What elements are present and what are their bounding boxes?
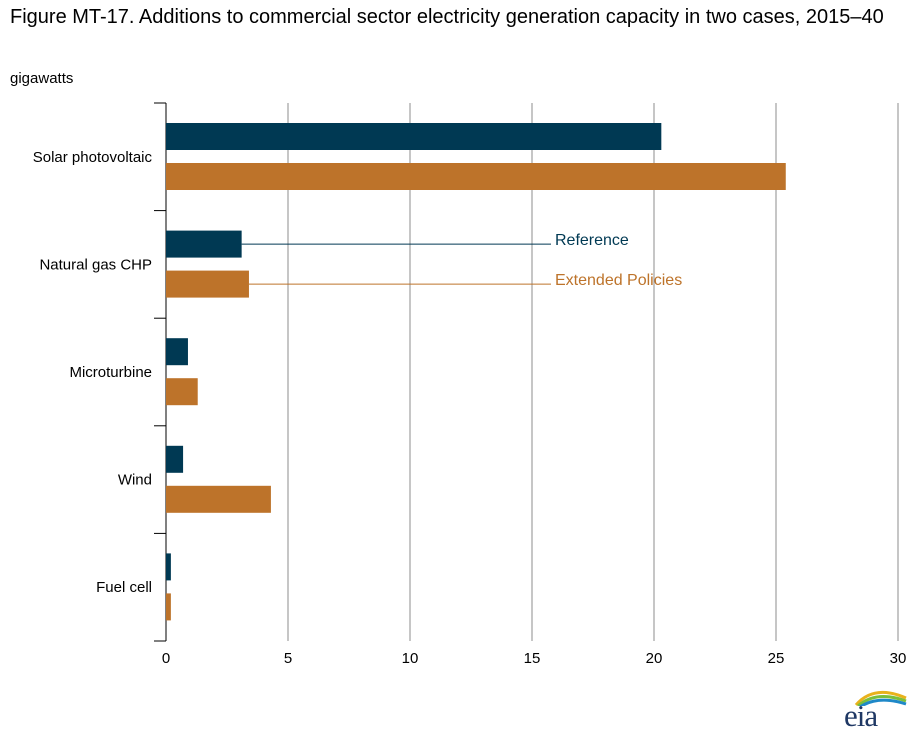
category-label: Wind [118,472,152,489]
legend-label: Reference [555,232,629,249]
bar-reference [166,123,662,150]
bar-extended-policies [166,378,198,406]
eia-logo-arc-icon [854,690,907,706]
legend-label: Extended Policies [555,272,682,289]
bar-extended-policies [166,485,271,513]
x-tick-label: 0 [162,650,170,667]
x-tick-label: 10 [402,650,419,667]
category-label: Fuel cell [96,579,152,596]
category-label: Natural gas CHP [39,256,152,273]
x-tick-label: 15 [524,650,541,667]
category-label: Solar photovoltaic [33,149,153,166]
bar-reference [166,553,171,581]
bar-reference [166,338,188,366]
x-tick-label: 5 [284,650,292,667]
bar-extended-policies [166,593,171,621]
x-tick-label: 20 [646,650,663,667]
bar-reference [166,445,184,473]
x-tick-label: 25 [768,650,785,667]
bar-reference [166,230,242,258]
chart-title: Figure MT-17. Additions to commercial se… [10,6,884,28]
eia-logo-text: eia [844,698,878,733]
eia-logo: eia [844,686,908,733]
bar-extended-policies [166,270,249,298]
category-label: Microturbine [69,364,152,381]
unit-label: gigawatts [10,70,74,87]
x-tick-label: 30 [890,650,907,667]
bar-extended-policies [166,163,786,190]
